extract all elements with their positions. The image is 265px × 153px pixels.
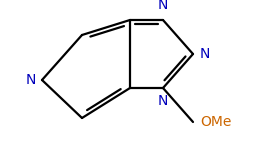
Text: N: N (200, 47, 210, 61)
Text: OMe: OMe (200, 115, 231, 129)
Text: N: N (26, 73, 36, 87)
Text: N: N (158, 94, 168, 108)
Text: N: N (158, 0, 168, 12)
